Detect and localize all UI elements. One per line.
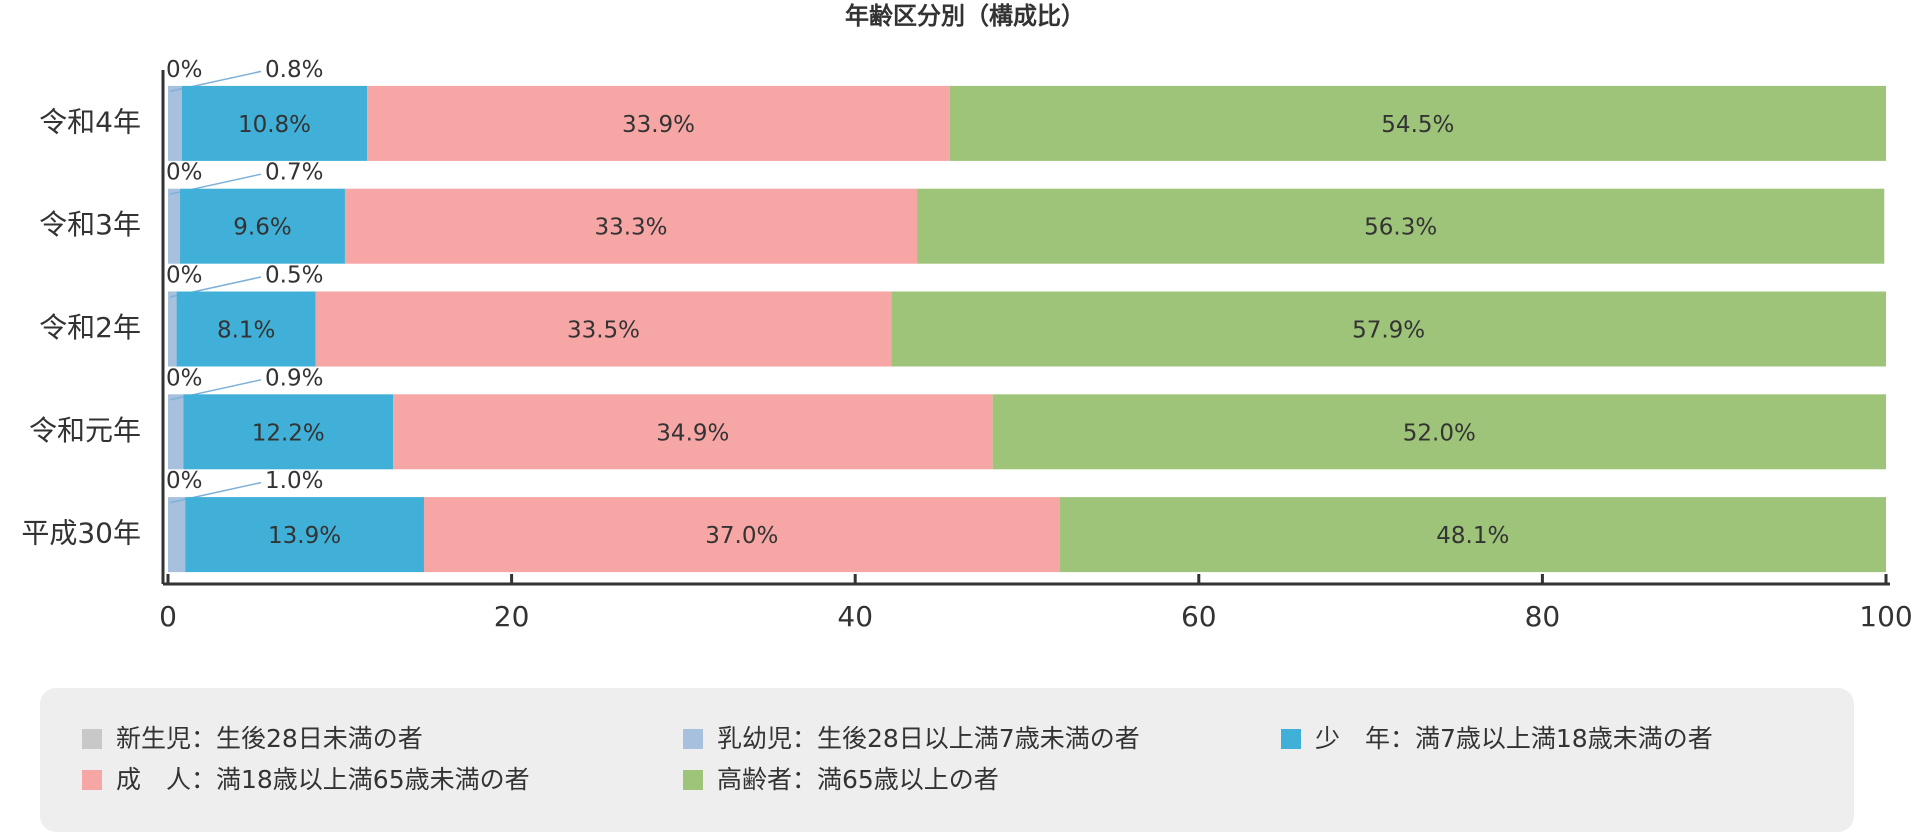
value-label: 52.0% bbox=[1403, 420, 1476, 446]
value-label: 0% bbox=[166, 468, 203, 494]
bar-segment bbox=[891, 291, 1886, 367]
y-tick-label: 令和元年 bbox=[29, 414, 141, 447]
x-tick-label: 0 bbox=[159, 600, 177, 633]
value-label: 9.6% bbox=[233, 215, 291, 241]
value-label: 0.8% bbox=[265, 57, 323, 83]
bar-segment bbox=[176, 291, 316, 367]
value-label: 12.2% bbox=[252, 420, 325, 446]
value-label: 33.3% bbox=[594, 215, 667, 241]
y-tick-label: 令和3年 bbox=[39, 208, 141, 241]
value-label: 0.9% bbox=[265, 365, 323, 391]
bar-segment bbox=[367, 85, 950, 161]
value-label: 56.3% bbox=[1364, 215, 1437, 241]
value-label: 0% bbox=[166, 365, 203, 391]
y-tick-label: 平成30年 bbox=[21, 517, 141, 550]
legend-box bbox=[40, 688, 1854, 832]
value-label: 34.9% bbox=[656, 420, 729, 446]
value-label: 37.0% bbox=[705, 523, 778, 549]
value-label: 57.9% bbox=[1352, 318, 1425, 344]
bar-segment bbox=[315, 291, 892, 367]
value-label: 48.1% bbox=[1436, 523, 1509, 549]
x-tick-label: 80 bbox=[1525, 600, 1561, 633]
value-label: 13.9% bbox=[268, 523, 341, 549]
value-label: 0.7% bbox=[265, 160, 323, 186]
value-label: 33.9% bbox=[622, 112, 695, 138]
bar-segment bbox=[185, 497, 424, 573]
legend-label: 高齢者：満65歳以上の者 bbox=[717, 765, 999, 794]
bar-segment bbox=[168, 188, 181, 264]
legend-swatch bbox=[1281, 729, 1301, 749]
legend-label: 少 年：満7歳以上満18歳未満の者 bbox=[1315, 724, 1713, 753]
value-label: 0% bbox=[166, 160, 203, 186]
bar-segment bbox=[168, 394, 184, 470]
value-label: 8.1% bbox=[217, 318, 275, 344]
bar-segment bbox=[344, 188, 918, 264]
chart-title: 年齢区分別（構成比） bbox=[845, 2, 1085, 30]
x-tick-label: 40 bbox=[837, 600, 873, 633]
legend-swatch bbox=[82, 770, 102, 790]
legend-swatch bbox=[683, 729, 703, 749]
y-tick-label: 令和2年 bbox=[39, 311, 141, 344]
leader-line bbox=[169, 481, 262, 504]
x-tick-label: 60 bbox=[1181, 600, 1217, 633]
bar-segment bbox=[949, 85, 1886, 161]
bar-segment bbox=[423, 497, 1060, 573]
value-label: 10.8% bbox=[238, 112, 311, 138]
value-label: 0.5% bbox=[265, 263, 323, 289]
y-tick-label: 令和4年 bbox=[39, 105, 141, 138]
value-label: 54.5% bbox=[1381, 112, 1454, 138]
x-tick-label: 100 bbox=[1859, 600, 1912, 633]
bar-segment bbox=[992, 394, 1886, 470]
bar-segment bbox=[917, 188, 1885, 264]
bar-segment bbox=[168, 291, 177, 367]
bar-segment bbox=[1059, 497, 1886, 573]
bar-segment bbox=[168, 85, 182, 161]
bar-segment bbox=[168, 497, 186, 573]
bar-segment bbox=[180, 188, 345, 264]
value-label: 0% bbox=[166, 263, 203, 289]
legend-label: 新生児：生後28日未満の者 bbox=[116, 724, 423, 753]
bar-segment bbox=[183, 394, 394, 470]
legend-swatch bbox=[82, 729, 102, 749]
bar-segment bbox=[393, 394, 993, 470]
value-label: 1.0% bbox=[265, 468, 323, 494]
legend-label: 成 人：満18歳以上満65歳未満の者 bbox=[116, 765, 530, 794]
legend-label: 乳幼児：生後28日以上満7歳未満の者 bbox=[717, 724, 1140, 753]
x-tick-label: 20 bbox=[494, 600, 530, 633]
legend-swatch bbox=[683, 770, 703, 790]
bar-segment bbox=[181, 85, 368, 161]
value-label: 33.5% bbox=[567, 318, 640, 344]
value-label: 0% bbox=[166, 57, 203, 83]
